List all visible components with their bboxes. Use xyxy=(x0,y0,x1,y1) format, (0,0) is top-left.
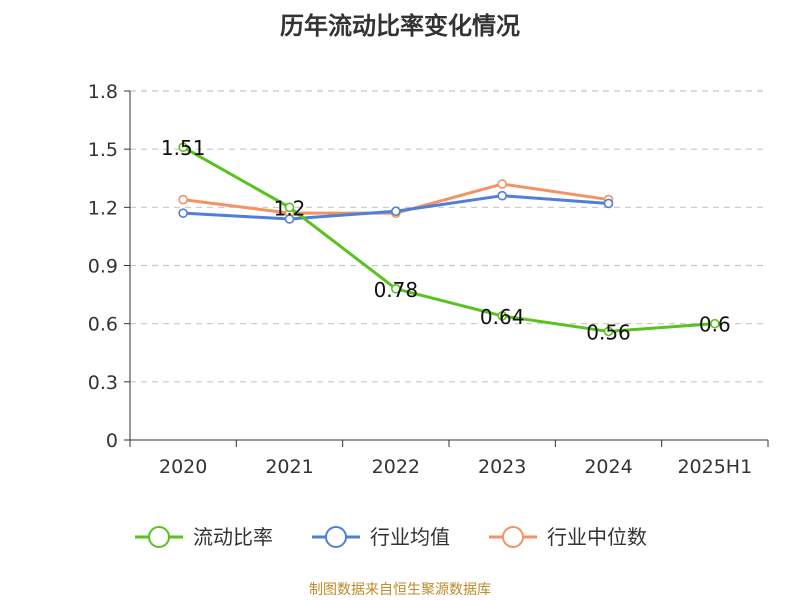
y-tick-label: 0 xyxy=(106,430,118,452)
x-tick-label: 2025H1 xyxy=(677,456,752,478)
data-point[interactable] xyxy=(497,179,507,189)
series-line-0 xyxy=(182,145,715,333)
legend-item-1[interactable]: 行业均值 xyxy=(312,525,450,549)
legend-label: 流动比率 xyxy=(193,525,273,549)
legend-marker-icon xyxy=(502,526,524,548)
x-tick-label: 2022 xyxy=(372,456,420,478)
data-point[interactable] xyxy=(284,214,295,224)
grid-lines xyxy=(130,90,768,383)
y-tick-label: 0.3 xyxy=(88,372,118,394)
data-point[interactable] xyxy=(284,202,295,213)
data-point[interactable] xyxy=(178,142,188,153)
y-tick-label: 1.8 xyxy=(88,81,118,103)
y-tick-label: 1.2 xyxy=(88,197,118,219)
data-label: 0.56 xyxy=(586,320,631,344)
legend-marker-icon xyxy=(148,526,170,548)
data-label: 0.64 xyxy=(480,305,525,329)
y-tick-label: 0.6 xyxy=(88,314,118,336)
data-label: 0.6 xyxy=(699,313,731,337)
source-note: 制图数据来自恒生聚源数据库 xyxy=(309,582,491,598)
legend-item-0[interactable]: 流动比率 xyxy=(135,525,273,549)
legend-item-2[interactable]: 行业中位数 xyxy=(489,525,647,549)
x-tick-label: 2024 xyxy=(584,456,632,478)
y-tick-label: 1.5 xyxy=(88,139,118,161)
data-point[interactable] xyxy=(497,190,507,201)
x-tick-label: 2021 xyxy=(265,456,313,478)
legend-label: 行业中位数 xyxy=(547,525,647,549)
legend[interactable]: 流动比率 行业均值 行业中位数 xyxy=(135,525,647,549)
data-point[interactable] xyxy=(391,283,401,294)
legend-label: 行业均值 xyxy=(370,525,450,549)
data-point[interactable] xyxy=(497,311,507,321)
data-label: 0.78 xyxy=(374,278,419,302)
data-label: 1.2 xyxy=(274,196,306,220)
x-tick-label: 2023 xyxy=(478,456,526,478)
chart-title: 历年流动比率变化情况 xyxy=(280,12,520,40)
data-point[interactable] xyxy=(710,318,720,329)
data-point[interactable] xyxy=(603,326,614,337)
data-point[interactable] xyxy=(391,206,401,217)
y-tick-label: 0.9 xyxy=(88,256,118,278)
data-point[interactable] xyxy=(178,208,188,218)
series-lines xyxy=(178,142,720,337)
x-tick-label: 2020 xyxy=(159,456,207,478)
data-label: 1.51 xyxy=(161,136,206,160)
data-labels: 1.51 1.2 0.78 0.64 0.56 0.6 xyxy=(161,136,731,344)
legend-marker-icon xyxy=(325,526,347,548)
data-point[interactable] xyxy=(178,194,188,205)
axes: 0 0.3 0.6 0.9 1.2 1.5 1.8 2020 2021 2022 2023 2024 2… xyxy=(88,81,769,478)
data-point[interactable] xyxy=(603,198,614,209)
